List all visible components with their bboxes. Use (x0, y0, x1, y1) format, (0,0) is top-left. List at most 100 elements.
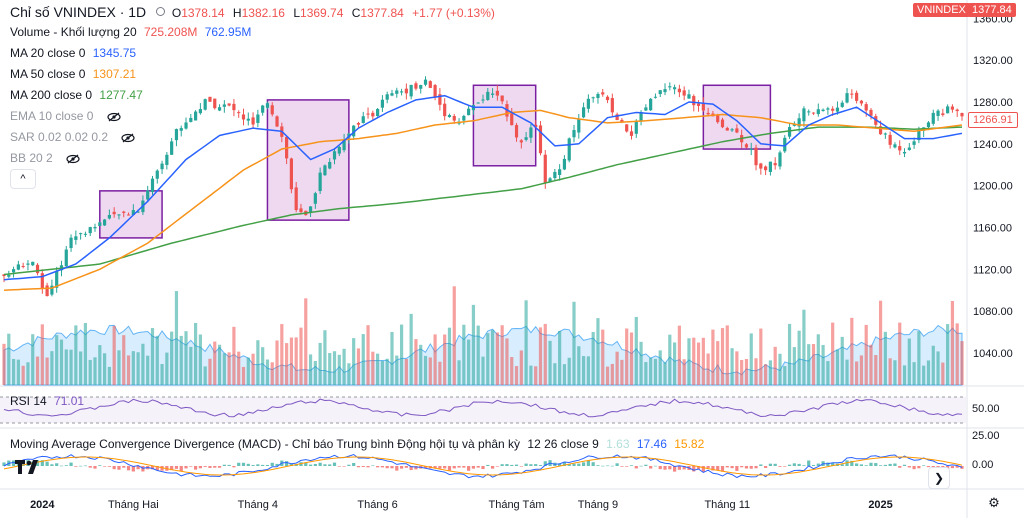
bb-legend[interactable]: BB 20 2 (10, 151, 80, 165)
candle-body (869, 109, 873, 116)
volume-bar (912, 362, 916, 385)
candle-body (131, 210, 135, 215)
volume-bar (620, 359, 624, 385)
macd-histogram-bar (399, 466, 404, 469)
volume-legend[interactable]: Volume - Khối lượng 20 725.208M 762.95M (10, 25, 255, 39)
candle-body (629, 131, 634, 136)
macd-histogram-bar (126, 466, 131, 471)
macd-histogram-bar (510, 464, 514, 466)
volume-bar (787, 323, 792, 385)
candle-body (289, 158, 293, 190)
volume-bar (318, 342, 322, 385)
candle-body (150, 178, 155, 193)
candle-body (356, 123, 361, 125)
symbol-title[interactable]: Chỉ số VNINDEX · 1D (10, 4, 147, 20)
volume-bar (294, 337, 298, 385)
eye-off-icon[interactable] (66, 154, 80, 164)
candle-body (855, 92, 859, 101)
candle-body (759, 163, 763, 169)
macd-histogram-bar (337, 466, 341, 467)
ema-legend[interactable]: EMA 10 close 0 (10, 109, 121, 123)
macd-histogram-bar (308, 464, 313, 466)
macd-histogram-bar (414, 466, 418, 470)
gear-icon[interactable]: ⚙ (988, 495, 1000, 510)
candle-body (946, 106, 950, 114)
candle-body (170, 141, 174, 155)
macd-histogram-bar (155, 466, 159, 471)
collapse-legend-button[interactable]: ^ (10, 169, 36, 189)
candle-body (16, 264, 20, 270)
macd-histogram-bar (289, 463, 293, 466)
macd-legend[interactable]: Moving Average Convergence Divergence (M… (10, 437, 708, 451)
ma50-label: MA 50 close 0 (10, 67, 86, 81)
volume-bar (332, 351, 337, 385)
volume-bar (304, 298, 308, 385)
macd-histogram-bar (773, 463, 777, 466)
rsi-legend[interactable]: RSI 14 71.01 (10, 394, 88, 408)
macd-histogram-bar (855, 463, 859, 466)
candle-body (385, 94, 389, 100)
volume-bar (328, 353, 332, 385)
candle-body (634, 120, 638, 134)
volume-bar (495, 332, 499, 385)
volume-bar (222, 353, 226, 385)
candle-body (165, 154, 169, 165)
scroll-right-button[interactable]: ❯ (928, 467, 950, 489)
macd-histogram-bar (194, 466, 198, 470)
candle-body (859, 100, 864, 104)
eye-off-icon[interactable] (107, 112, 121, 122)
ma50-legend[interactable]: MA 50 close 0 1307.21 (10, 67, 140, 81)
macd-histogram-bar (256, 464, 260, 466)
candle-body (543, 154, 547, 184)
candle-body (840, 102, 844, 107)
candle-body (639, 112, 643, 121)
tradingview-logo-icon[interactable] (14, 458, 42, 476)
macd-histogram-bar (251, 465, 255, 466)
candle-body (409, 84, 413, 97)
volume-bar (313, 360, 317, 385)
candle-body (653, 96, 658, 98)
macd-histogram-bar (380, 466, 385, 468)
volume-bar (639, 341, 643, 385)
candle-body (591, 97, 595, 99)
candle-body (687, 94, 691, 99)
volume-bar (203, 366, 207, 385)
macd-histogram-bar (83, 465, 88, 467)
volume-bar (740, 359, 744, 385)
volume-bar (831, 322, 835, 385)
x-tick-label: 2024 (30, 499, 55, 511)
macd-histogram-bar (831, 462, 835, 466)
volume-bar (126, 355, 131, 385)
volume-bar (55, 335, 59, 385)
macd-histogram-bar (328, 464, 332, 466)
ma20-legend[interactable]: MA 20 close 0 1345.75 (10, 46, 140, 60)
macd-histogram-bar (792, 463, 796, 466)
macd-histogram-bar (596, 465, 600, 466)
macd-histogram-bar (902, 464, 907, 466)
ma200-legend[interactable]: MA 200 close 0 1277.47 (10, 88, 147, 102)
candle-body (955, 109, 959, 112)
macd-histogram-bar (692, 466, 696, 472)
volume-bar (443, 334, 447, 385)
macd-histogram-bar (581, 462, 586, 466)
macd-histogram-bar (922, 465, 926, 466)
macd-histogram-bar (213, 466, 217, 468)
ma50-value: 1307.21 (92, 67, 137, 81)
candle-body (625, 124, 629, 132)
volume-bar (716, 341, 720, 385)
volume-bar (519, 350, 523, 385)
volume-bar (308, 354, 313, 385)
eye-off-icon[interactable] (121, 133, 136, 143)
macd-histogram-bar (342, 466, 346, 467)
rsi-value: 71.01 (54, 394, 85, 408)
sar-legend[interactable]: SAR 0.02 0.02 0.2 (10, 130, 136, 144)
macd-histogram-bar (227, 464, 231, 466)
candle-body (510, 113, 514, 126)
macd-histogram-bar (811, 464, 816, 466)
macd-histogram-bar (634, 466, 638, 469)
volume-bar (840, 336, 844, 385)
volume-bar (390, 331, 394, 385)
candle-body (902, 151, 907, 154)
macd-histogram-bar (601, 465, 605, 467)
